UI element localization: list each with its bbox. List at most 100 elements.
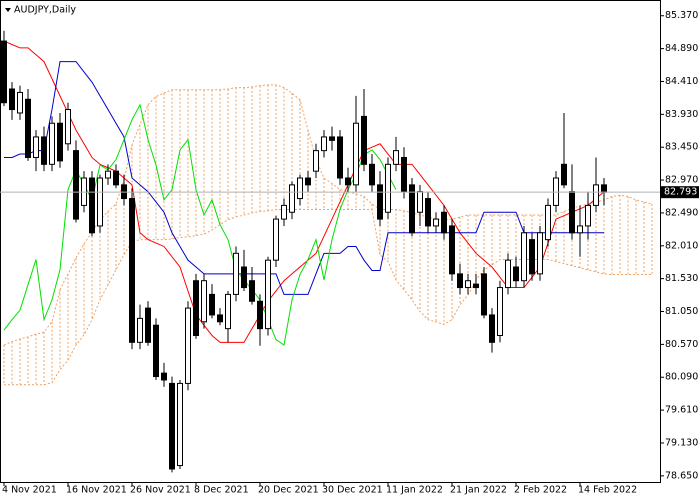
y-tick-label: 83.450 [665, 142, 698, 153]
candle-body [185, 307, 191, 384]
y-tick-label: 78.650 [665, 470, 698, 481]
candle-body [529, 239, 535, 275]
cloud-edge [4, 209, 652, 386]
x-tick-label: 30 Dec 2021 [322, 485, 383, 496]
candle-body [513, 266, 519, 282]
candle-body [65, 109, 71, 145]
candle-body [385, 163, 391, 213]
candle-body [417, 191, 423, 213]
candle-body [377, 184, 383, 220]
candle-body [369, 163, 375, 186]
candle-body [201, 280, 207, 323]
candle-body [505, 259, 511, 289]
candle-body [129, 198, 135, 343]
x-tick-label: 4 Nov 2021 [2, 485, 57, 496]
y-tick-label: 85.370 [665, 10, 698, 21]
y-tick-label: 79.610 [665, 405, 698, 416]
candle-body [329, 136, 335, 141]
candle-body [25, 98, 31, 158]
candle-body [561, 163, 567, 186]
candle-body [545, 204, 551, 241]
y-tick-label: 83.930 [665, 109, 698, 120]
candle-body [137, 317, 143, 343]
chart-title: AUDJPY,Daily [14, 5, 76, 16]
candle-body [473, 283, 479, 289]
cloud-edge [3, 84, 653, 346]
x-tick-label: 26 Nov 2021 [130, 485, 191, 496]
candle-body [225, 293, 231, 330]
candle-body [289, 184, 295, 213]
y-tick-label: 84.890 [665, 43, 698, 54]
y-tick-label: 81.530 [665, 273, 698, 284]
candle-body [465, 280, 471, 289]
candle-body [97, 177, 103, 227]
candle-body [353, 122, 359, 186]
candle-body [337, 136, 343, 179]
candle-body [297, 177, 303, 200]
y-tick-label: 82.490 [665, 207, 698, 218]
candle-body [49, 122, 55, 165]
candle-body [313, 150, 319, 172]
candle-body [409, 184, 415, 234]
x-tick-label: 14 Feb 2022 [578, 485, 637, 496]
candle-body [401, 156, 407, 193]
candle-body [145, 307, 151, 343]
indicator-line [3, 103, 397, 346]
candle-body [153, 324, 159, 378]
y-tick-label: 81.050 [665, 306, 698, 317]
x-tick-label: 20 Dec 2021 [258, 485, 319, 496]
candle-body [249, 280, 255, 302]
y-tick-label: 82.970 [665, 175, 698, 186]
x-tick-label: 8 Dec 2021 [194, 485, 249, 496]
candle-body [521, 232, 527, 282]
candle-body [345, 177, 351, 186]
candle-body [1, 40, 7, 104]
candle-body [577, 225, 583, 234]
candle-body [441, 211, 447, 234]
candle-body [537, 232, 543, 275]
candle-body [585, 204, 591, 227]
y-tick-label: 80.090 [665, 372, 698, 383]
candle-body [425, 198, 431, 227]
candle-body [433, 218, 439, 227]
y-tick-label: 80.570 [665, 339, 698, 350]
candle-body [361, 115, 367, 165]
candle-body [161, 372, 167, 381]
candle-body [601, 184, 607, 193]
candle-body [17, 91, 23, 114]
candle-body [497, 287, 503, 336]
candle-body [241, 266, 247, 289]
candle-body [9, 88, 15, 111]
x-tick-label: 21 Jan 2022 [450, 485, 507, 496]
candle-body [449, 225, 455, 275]
candle-body [481, 273, 487, 316]
candle-body [257, 300, 263, 330]
candle-body [281, 204, 287, 220]
candle-body [393, 150, 399, 165]
indicator-line [4, 61, 604, 295]
x-tick-label: 11 Jan 2022 [386, 485, 443, 496]
last-price-label: 82.793 [664, 187, 697, 198]
x-tick-label: 16 Nov 2021 [66, 485, 127, 496]
y-tick-label: 82.010 [665, 240, 698, 251]
candle-body [33, 136, 39, 158]
candle-body [89, 177, 95, 234]
candle-body [209, 293, 215, 316]
candle-body [457, 273, 463, 289]
candle-body [593, 184, 599, 206]
last-price-box [661, 186, 699, 199]
candle-body [169, 382, 175, 470]
candle-body [57, 122, 63, 162]
plot-frame [0, 0, 661, 483]
menu-arrow [5, 8, 11, 12]
candle-body [273, 218, 279, 261]
y-tick-label: 84.410 [665, 76, 698, 87]
candle-body [73, 150, 79, 220]
candle-body [217, 314, 223, 323]
candle-body [41, 136, 47, 165]
candle-body [105, 170, 111, 179]
candle-body [321, 136, 327, 152]
candle-body [305, 177, 311, 186]
candle-body [177, 382, 183, 467]
